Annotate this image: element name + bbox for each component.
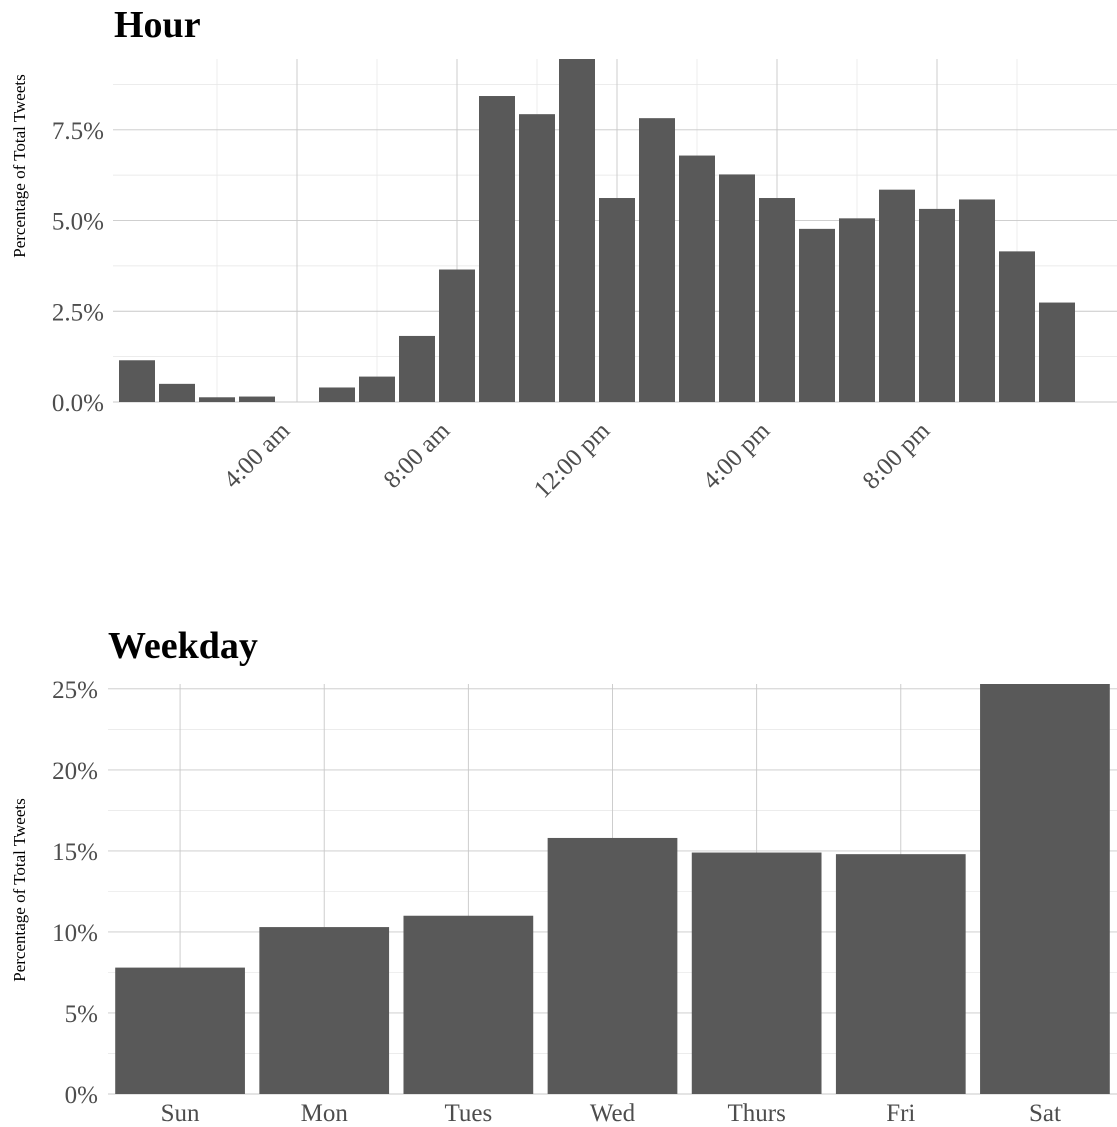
weekday-y-axis-label: Percentage of Total Tweets <box>10 798 29 981</box>
weekday-y-tick-labels: 0% 5% 10% 15% 20% 25% <box>52 677 98 1109</box>
weekday-y-tick-label: 25% <box>52 677 98 704</box>
hour-bar <box>719 174 755 402</box>
weekday-y-tick-label: 10% <box>52 920 98 947</box>
hour-y-tick-label: 7.5% <box>52 118 104 145</box>
weekday-y-tick-label: 20% <box>52 758 98 785</box>
weekday-bar <box>259 927 390 1094</box>
hour-bar <box>519 114 555 402</box>
hour-bar <box>159 383 195 402</box>
hour-bar <box>479 96 515 403</box>
hour-bar <box>879 189 915 402</box>
weekday-x-tick-label: Sat <box>1029 1100 1061 1127</box>
hour-bar <box>439 269 475 402</box>
weekday-x-tick-label: Thurs <box>727 1100 785 1127</box>
weekday-bar <box>980 684 1110 1094</box>
hour-y-tick-label: 5.0% <box>52 209 104 236</box>
hour-bar <box>319 387 355 402</box>
hour-bar <box>679 155 715 402</box>
hour-y-tick-label: 2.5% <box>52 299 104 326</box>
hour-bar <box>599 198 635 402</box>
hour-bar <box>239 396 275 402</box>
hour-bar <box>199 397 235 402</box>
hour-bar <box>759 198 795 402</box>
hour-x-tick-label: 4:00 am <box>219 417 296 494</box>
hour-x-tick-label: 8:00 am <box>379 417 456 494</box>
hour-bar <box>119 360 155 402</box>
hour-x-tick-label: 4:00 pm <box>698 417 776 495</box>
hour-bar <box>639 118 675 402</box>
weekday-x-tick-label: Tues <box>444 1100 492 1127</box>
hour-bar <box>359 376 395 402</box>
weekday-x-tick-label: Fri <box>886 1100 915 1127</box>
hour-chart-title: Hour <box>114 4 201 46</box>
hour-bar <box>399 335 435 402</box>
weekday-x-tick-labels: Sun Mon Tues Wed Thurs Fri Sat <box>161 1100 1061 1127</box>
weekday-bar <box>547 837 678 1094</box>
weekday-y-tick-label: 15% <box>52 839 98 866</box>
weekday-x-tick-label: Wed <box>590 1100 636 1127</box>
hour-bar <box>919 208 955 402</box>
hour-bar <box>559 59 595 402</box>
weekday-y-tick-label: 0% <box>65 1082 98 1109</box>
hour-bar <box>999 251 1035 402</box>
hour-bar <box>1039 302 1075 402</box>
hour-x-tick-label: 8:00 pm <box>858 417 936 495</box>
weekday-bar <box>115 967 245 1094</box>
hour-x-tick-labels: 4:00 am 8:00 am 12:00 pm 4:00 pm 8:00 pm <box>219 417 936 504</box>
hour-bar <box>839 218 875 402</box>
hour-y-tick-labels: 0.0% 2.5% 5.0% 7.5% <box>52 118 104 417</box>
hour-bars <box>119 59 1075 403</box>
weekday-bar <box>403 915 534 1094</box>
weekday-bar <box>835 854 966 1094</box>
weekday-chart-title: Weekday <box>108 625 258 667</box>
weekday-bar <box>691 852 822 1094</box>
hour-x-tick-label: 12:00 pm <box>529 417 616 504</box>
weekday-x-tick-label: Sun <box>161 1100 200 1127</box>
weekday-chart: Weekday Percentage of Total Tweets 0% 5% 1… <box>10 625 1117 1127</box>
hour-y-tick-label: 0.0% <box>52 390 104 417</box>
hour-y-axis-label: Percentage of Total Tweets <box>10 74 29 257</box>
hour-chart: Hour Percentage of Total Tweets 0.0% 2.5%… <box>10 4 1117 504</box>
weekday-bars <box>115 684 1110 1094</box>
hour-bar <box>959 199 995 402</box>
weekday-x-tick-label: Mon <box>301 1100 349 1127</box>
weekday-y-tick-label: 5% <box>65 1001 98 1028</box>
hour-bar <box>799 228 835 402</box>
